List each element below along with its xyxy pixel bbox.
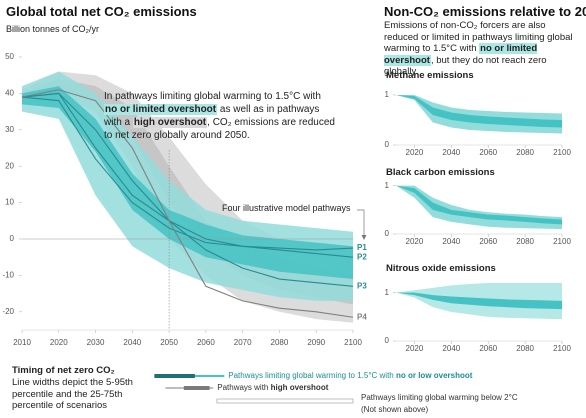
y-tick-label: 50 <box>5 52 14 61</box>
x-tick-label: 2060 <box>479 237 497 246</box>
legend-entry: Pathways limiting global warming below 2… <box>361 392 518 415</box>
legend-entry: Pathways with high overshoot <box>217 382 328 394</box>
x-tick-label: 2080 <box>516 148 534 157</box>
x-tick-label: 2040 <box>442 344 460 353</box>
arrow-head <box>361 235 367 240</box>
description: Emissions of non-CO₂ forcers are also re… <box>384 20 580 78</box>
y-tick-label: 1 <box>385 288 390 297</box>
text-segment: as well as in pathways with a <box>104 104 320 128</box>
pathway-label: P2 <box>357 252 367 261</box>
y-tick-label: 0 <box>385 140 390 149</box>
x-tick-label: 2100 <box>553 148 571 157</box>
legend-entry: Pathways limiting global warming to 1.5°… <box>228 370 472 382</box>
panel-title: Methane emissions <box>386 70 474 81</box>
text-segment: In pathways limiting global warming to 1… <box>104 91 321 102</box>
text-segment: , but they do not reach zero globally. <box>384 54 547 78</box>
text-segment: high overshoot <box>132 117 208 128</box>
y-tick-label: -10 <box>2 271 14 280</box>
panel-title: Nitrous oxide emissions <box>386 263 496 274</box>
text-segment: Emissions of non-CO₂ forcers are also re… <box>384 20 573 54</box>
x-tick-label: 2100 <box>553 344 571 353</box>
pathway-line <box>21 89 354 318</box>
pathway-line <box>21 92 354 287</box>
x-tick-label: 2020 <box>50 338 68 347</box>
inner-band <box>396 95 562 128</box>
x-tick-label: 2020 <box>406 148 424 157</box>
x-tick-label: 2070 <box>234 338 252 347</box>
text-segment: Pathways with <box>217 383 271 392</box>
y-tick-label: 20 <box>5 161 14 170</box>
chart-title: Global total net CO₂ emissions <box>6 4 197 19</box>
x-tick-label: 2100 <box>344 338 362 347</box>
x-tick-label: 2100 <box>553 237 571 246</box>
x-tick-label: 2040 <box>123 338 141 347</box>
text-segment: no or low overshoot <box>395 371 473 380</box>
inner-band <box>396 292 562 310</box>
annotation: In pathways limiting global warming to 1… <box>104 90 336 142</box>
range-5-95 <box>216 398 354 404</box>
y-tick-label: 30 <box>5 125 14 134</box>
inner-band <box>396 185 562 225</box>
text-segment: high overshoot <box>270 383 329 392</box>
pathway-label: P1 <box>357 243 367 252</box>
text-segment: Pathways limiting global warming below 2… <box>361 393 518 402</box>
panel-title: Black carbon emissions <box>386 167 495 178</box>
x-tick-label: 2060 <box>479 344 497 353</box>
text-segment: Pathways limiting global warming to 1.5°… <box>228 371 396 380</box>
x-tick-label: 2040 <box>442 237 460 246</box>
x-tick-label: 2020 <box>406 344 424 353</box>
pathway-line <box>21 92 354 258</box>
x-tick-label: 2080 <box>516 237 534 246</box>
x-tick-label: 2040 <box>442 148 460 157</box>
y-tick-label: 10 <box>5 198 14 207</box>
timing-description: Line widths depict the 5-95th percentile… <box>12 377 133 411</box>
pathways-label: Four illustrative model pathways <box>222 203 351 213</box>
x-tick-label: 2030 <box>87 338 105 347</box>
x-tick-label: 2010 <box>13 338 31 347</box>
y-tick-label: -20 <box>2 307 14 316</box>
x-tick-label: 2020 <box>406 237 424 246</box>
x-tick-label: 2050 <box>160 338 178 347</box>
timing-title: Timing of net zero CO₂ <box>12 365 115 376</box>
y-tick-label: 40 <box>5 89 14 98</box>
text-segment: no or limited overshoot <box>104 104 218 115</box>
x-tick-label: 2060 <box>197 338 215 347</box>
x-tick-label: 2090 <box>307 338 325 347</box>
y-tick-label: 1 <box>385 181 390 190</box>
inner-band <box>22 86 353 280</box>
pathway-label: P4 <box>357 312 367 321</box>
y-axis-label: Billion tonnes of CO₂/yr <box>6 24 100 34</box>
y-tick-label: 0 <box>385 229 390 238</box>
legend-note: (Not shown above) <box>361 404 429 414</box>
text-segment: , CO₂ emissions are reduced to net zero … <box>104 117 335 141</box>
arrow <box>357 209 365 238</box>
x-tick-label: 2060 <box>479 148 497 157</box>
x-tick-label: 2080 <box>516 344 534 353</box>
pathway-label: P3 <box>357 281 367 290</box>
y-tick-label: 0 <box>385 336 390 345</box>
y-tick-label: 0 <box>10 234 15 243</box>
x-tick-label: 2080 <box>271 338 289 347</box>
panel-title: Non-CO₂ emissions relative to 2010 <box>384 4 586 19</box>
y-tick-label: 1 <box>385 90 390 99</box>
